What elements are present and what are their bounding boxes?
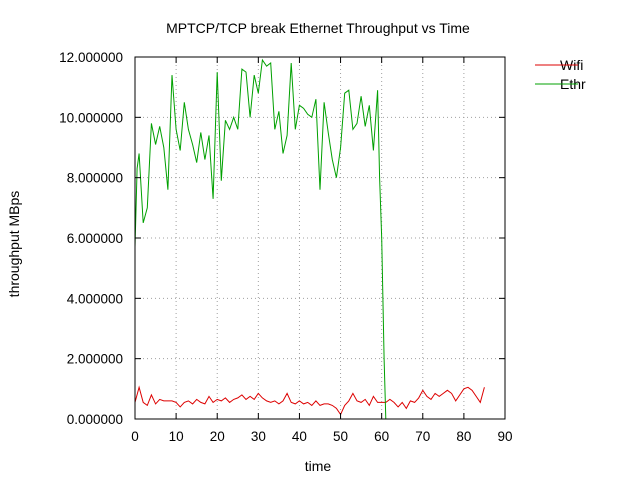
axis-ticks: 0 10 20 30 40 50 60 70 80 90 0.000000 2.000000 4.000…	[59, 50, 512, 444]
x-axis-label: time	[305, 458, 332, 474]
x-tick-label: 10	[169, 429, 184, 444]
x-tick-label: 40	[292, 429, 307, 444]
series-line-ethr	[134, 58, 387, 420]
y-axis-label: throughput MBps	[6, 191, 22, 298]
series-lines	[134, 58, 485, 420]
y-tick-label: 0.000000	[67, 412, 123, 427]
y-tick-label: 4.000000	[67, 291, 123, 306]
x-tick-label: 70	[415, 429, 430, 444]
y-tick-label: 10.000000	[59, 110, 123, 125]
x-tick-label: 60	[374, 429, 389, 444]
y-tick-label: 12.000000	[59, 50, 123, 65]
x-tick-label: 20	[210, 429, 225, 444]
x-tick-label: 0	[131, 429, 139, 444]
y-tick-label: 6.000000	[67, 231, 123, 246]
x-tick-label: 80	[456, 429, 471, 444]
y-tick-label: 8.000000	[67, 171, 123, 186]
chart-title: MPTCP/TCP break Ethernet Throughput vs T…	[166, 20, 470, 36]
y-tick-label: 2.000000	[67, 352, 123, 367]
series-line-wifi	[134, 385, 485, 416]
grid	[135, 57, 505, 419]
x-tick-label: 90	[497, 429, 512, 444]
x-tick-label: 50	[333, 429, 348, 444]
x-tick-label: 30	[251, 429, 266, 444]
